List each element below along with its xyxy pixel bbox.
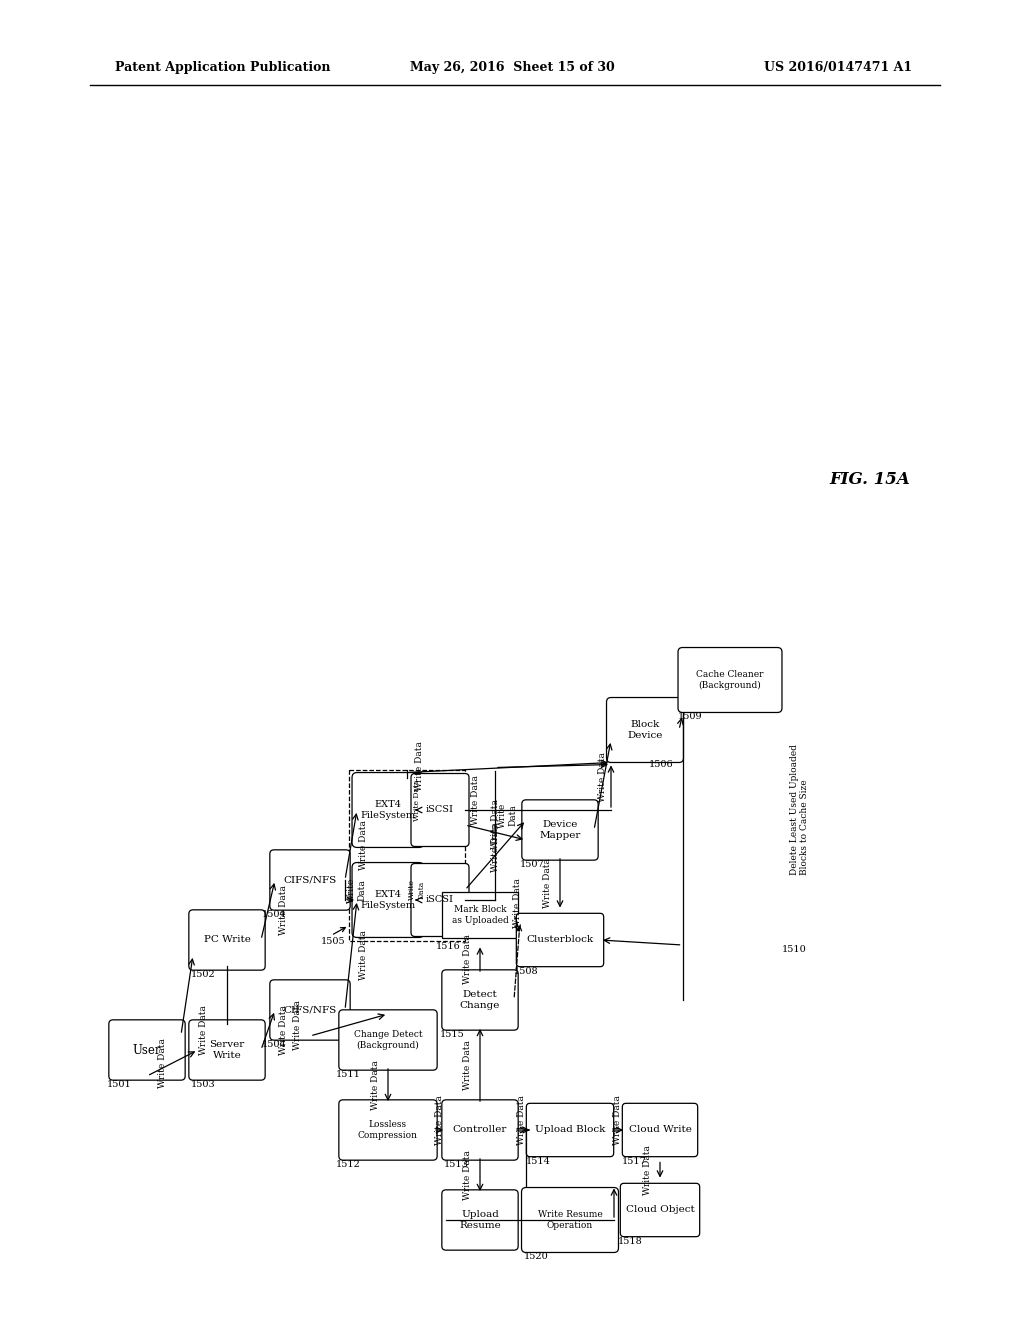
FancyBboxPatch shape (270, 850, 350, 911)
Text: 1509: 1509 (678, 711, 702, 721)
Text: Write Data: Write Data (490, 800, 500, 850)
Text: Cache Cleaner
(Background): Cache Cleaner (Background) (696, 671, 764, 690)
Text: 1517: 1517 (622, 1158, 647, 1166)
Text: iSCSI: iSCSI (426, 805, 454, 814)
Text: Write Data: Write Data (643, 1144, 652, 1195)
Text: 1511: 1511 (336, 1071, 360, 1078)
Text: PC Write: PC Write (204, 936, 251, 945)
Text: Upload Block: Upload Block (535, 1126, 605, 1134)
FancyBboxPatch shape (411, 863, 469, 936)
Text: Write Data: Write Data (279, 886, 288, 935)
Text: 1503: 1503 (191, 1080, 216, 1089)
Text: 1510: 1510 (782, 945, 807, 954)
Text: Write Data: Write Data (415, 741, 424, 791)
Text: Write Data: Write Data (372, 1060, 381, 1110)
FancyBboxPatch shape (352, 772, 424, 847)
FancyBboxPatch shape (678, 648, 782, 713)
Text: Write Data: Write Data (490, 822, 500, 873)
Text: 1501: 1501 (106, 1080, 132, 1089)
Text: Write Data: Write Data (199, 1005, 208, 1055)
Text: Mark Block
as Uploaded: Mark Block as Uploaded (452, 906, 508, 925)
Text: Write
Data: Write Data (499, 803, 518, 828)
Text: 1520: 1520 (524, 1251, 549, 1261)
Text: iSCSI: iSCSI (426, 895, 454, 904)
Text: Write Data: Write Data (435, 1096, 444, 1144)
Text: EXT4
FileSystem: EXT4 FileSystem (360, 890, 416, 909)
FancyBboxPatch shape (606, 697, 683, 763)
Text: 1502: 1502 (191, 970, 216, 979)
FancyBboxPatch shape (339, 1100, 437, 1160)
Text: Block
Device: Block Device (628, 721, 663, 739)
Text: Change Detect
(Background): Change Detect (Background) (353, 1030, 422, 1049)
Text: 1514: 1514 (526, 1158, 551, 1166)
Text: 1507: 1507 (520, 861, 545, 869)
Text: Patent Application Publication: Patent Application Publication (115, 62, 331, 74)
Bar (349, 770, 465, 940)
FancyBboxPatch shape (188, 909, 265, 970)
Text: Write Data: Write Data (158, 1038, 167, 1088)
Text: Server
Write: Server Write (209, 1040, 245, 1060)
Text: Device
Mapper: Device Mapper (540, 820, 581, 840)
Text: Write
Data: Write Data (347, 878, 367, 903)
FancyBboxPatch shape (270, 979, 350, 1040)
Text: 1505: 1505 (321, 936, 346, 945)
Text: User: User (133, 1044, 161, 1056)
FancyBboxPatch shape (441, 1189, 518, 1250)
Text: Write Data: Write Data (464, 1150, 472, 1200)
FancyBboxPatch shape (352, 862, 424, 937)
Text: Lossless
Compression: Lossless Compression (358, 1121, 418, 1139)
Text: CIFS/NFS: CIFS/NFS (284, 1006, 337, 1015)
Text: 1504: 1504 (262, 909, 287, 919)
Text: CIFS/NFS: CIFS/NFS (284, 875, 337, 884)
Text: 1515: 1515 (440, 1030, 465, 1039)
Text: Write Data: Write Data (517, 1096, 526, 1144)
FancyBboxPatch shape (109, 1020, 185, 1080)
Text: Write Data: Write Data (464, 1040, 472, 1090)
FancyBboxPatch shape (516, 913, 604, 966)
Text: Write Data: Write Data (544, 858, 553, 908)
Text: 1504: 1504 (262, 1040, 287, 1049)
Text: Write Data: Write Data (613, 1096, 623, 1144)
Text: US 2016/0147471 A1: US 2016/0147471 A1 (764, 62, 912, 74)
Text: Write Data: Write Data (294, 1001, 302, 1049)
Text: Upload
Resume: Upload Resume (459, 1210, 501, 1230)
FancyBboxPatch shape (339, 1010, 437, 1071)
Text: Write Resume
Operation: Write Resume Operation (538, 1210, 602, 1230)
Text: Controller: Controller (453, 1126, 507, 1134)
FancyBboxPatch shape (411, 774, 469, 846)
Text: Cloud Object: Cloud Object (626, 1205, 694, 1214)
Text: Write Data: Write Data (598, 752, 607, 803)
Text: Write Data: Write Data (358, 931, 368, 979)
Text: May 26, 2016  Sheet 15 of 30: May 26, 2016 Sheet 15 of 30 (410, 62, 614, 74)
Text: EXT4
FileSystem: EXT4 FileSystem (360, 800, 416, 820)
Text: Write Data: Write Data (513, 878, 522, 928)
Text: 1506: 1506 (649, 760, 674, 770)
Text: FIG. 15A: FIG. 15A (829, 471, 910, 488)
Text: Detect
Change: Detect Change (460, 990, 500, 1010)
FancyBboxPatch shape (623, 1104, 697, 1156)
Text: Clusterblock: Clusterblock (526, 936, 594, 945)
Text: Write Data: Write Data (470, 775, 479, 825)
Text: Write
Data: Write Data (409, 879, 426, 900)
Text: Delete Least Used Uploaded
Blocks to Cache Size: Delete Least Used Uploaded Blocks to Cac… (790, 744, 809, 875)
Bar (442, 892, 518, 939)
Text: 1508: 1508 (514, 968, 539, 975)
FancyBboxPatch shape (188, 1020, 265, 1080)
FancyBboxPatch shape (441, 1100, 518, 1160)
FancyBboxPatch shape (441, 970, 518, 1030)
Text: Write Data: Write Data (413, 779, 421, 821)
FancyBboxPatch shape (526, 1104, 613, 1156)
FancyBboxPatch shape (522, 800, 598, 861)
Text: Write Data: Write Data (464, 935, 472, 985)
Text: 1512: 1512 (336, 1160, 360, 1170)
Text: 1516: 1516 (436, 942, 461, 950)
Text: Write Data: Write Data (358, 820, 368, 870)
Text: Write Data: Write Data (279, 1005, 288, 1055)
FancyBboxPatch shape (521, 1188, 618, 1253)
Text: Cloud Write: Cloud Write (629, 1126, 691, 1134)
FancyBboxPatch shape (621, 1183, 699, 1237)
Text: 1513: 1513 (444, 1160, 469, 1170)
Text: 1518: 1518 (618, 1237, 643, 1246)
